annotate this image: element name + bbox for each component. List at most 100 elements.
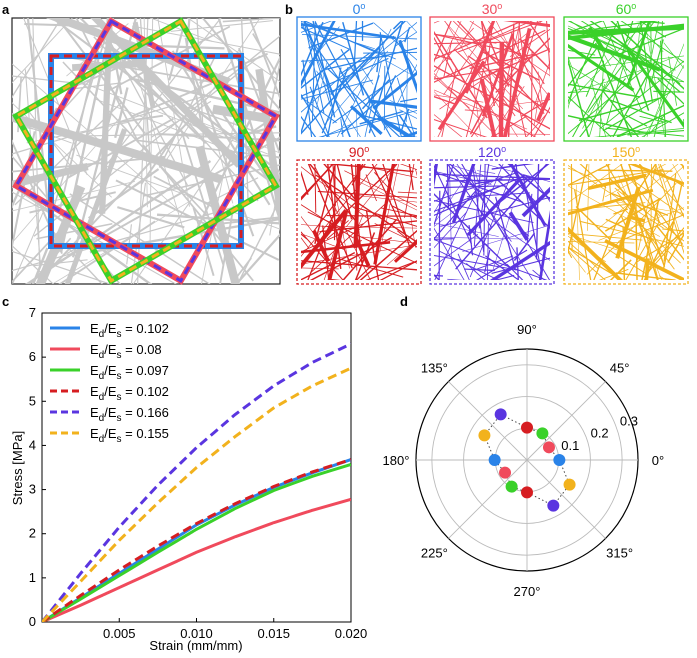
fiber-line: [12, 250, 112, 284]
angle-label: 315°: [606, 546, 633, 561]
legend-label: Ed/Es = 0.102: [90, 384, 169, 403]
fiber-line: [359, 229, 417, 280]
fiber-line: [434, 21, 452, 63]
fiber-line: [396, 63, 417, 105]
series-line: [42, 458, 351, 622]
fiber-line: [578, 97, 661, 122]
fiber-line: [301, 237, 310, 249]
fiber-line: [469, 164, 516, 278]
fiber-line: [456, 164, 512, 242]
angle-label: 180°: [383, 453, 410, 468]
legend-text-part: E: [90, 363, 99, 378]
square-frame: [296, 159, 422, 285]
fiber-line: [255, 68, 280, 232]
fiber-line: [605, 164, 662, 258]
fiber-line: [615, 201, 684, 214]
fiber-line: [96, 18, 188, 186]
fiber-line: [469, 100, 489, 135]
fiber-line: [585, 23, 618, 97]
fiber-line: [269, 171, 280, 236]
fiber-line: [301, 164, 334, 201]
legend-text-part: s: [117, 392, 122, 403]
legend-text-part: d: [99, 434, 105, 445]
fiber-line: [568, 164, 623, 204]
fiber-line: [317, 190, 417, 199]
fiber-line: [568, 83, 641, 98]
fiber-line: [525, 114, 546, 137]
fiber-line: [570, 164, 573, 250]
fiber-line: [301, 96, 337, 124]
fiber-line: [399, 109, 417, 119]
orientation-square: 30o: [429, 1, 555, 142]
orientation-square: 90o: [296, 144, 422, 285]
fiber-line: [568, 90, 589, 94]
fiber-line: [596, 55, 684, 67]
fiber-line: [434, 191, 447, 214]
fiber-line: [355, 265, 372, 280]
angle-value: 30: [482, 1, 498, 17]
legend-text-part: d: [99, 350, 105, 361]
fiber-line: [217, 18, 280, 216]
fiber-line: [66, 117, 174, 179]
fiber-line: [361, 236, 417, 244]
fiber-line: [607, 164, 612, 203]
fiber-line: [582, 21, 642, 129]
fiber-line: [322, 225, 330, 280]
fiber-line: [326, 214, 417, 217]
fiber-line: [374, 172, 390, 189]
fiber-line: [340, 118, 344, 137]
fiber-line: [316, 62, 327, 109]
fiber-line: [663, 173, 677, 262]
fiber-line: [325, 47, 417, 71]
fiber-line: [449, 164, 452, 262]
fiber-line: [522, 175, 543, 276]
fiber-line: [568, 235, 606, 263]
fiber-line: [408, 164, 414, 191]
square-frame: [429, 16, 555, 142]
fiber-line: [318, 109, 417, 137]
data-point: [494, 408, 507, 421]
fiber-line: [301, 252, 356, 280]
legend-text-part: d: [99, 371, 105, 382]
fiber-line: [447, 86, 537, 137]
fiber-line: [332, 66, 411, 124]
fiber-line: [635, 205, 638, 280]
fiber-line: [446, 164, 492, 228]
angle-value: 0: [353, 1, 361, 17]
fiber-line: [527, 21, 550, 54]
fiber-line: [587, 21, 656, 114]
fiber-line: [353, 215, 364, 238]
fiber-line: [434, 193, 510, 269]
fiber-line: [392, 35, 417, 73]
legend-label: Ed/Es = 0.155: [90, 426, 169, 445]
fiber-line: [625, 221, 660, 280]
fiber-line: [358, 105, 367, 124]
fiber-line: [471, 73, 516, 137]
fiber-line: [319, 225, 417, 229]
degree-mark: o: [360, 1, 365, 11]
data-point: [499, 466, 512, 479]
fiber-line: [374, 223, 411, 241]
fiber-line: [438, 190, 441, 280]
fiber-line: [312, 21, 336, 118]
angle-label: 270°: [514, 584, 541, 599]
fiber-line: [494, 274, 515, 280]
fiber-line: [332, 19, 365, 20]
angle-value: 90: [349, 144, 365, 160]
fiber-line: [444, 21, 524, 110]
fiber-line: [357, 164, 417, 178]
fiber-line: [301, 33, 417, 40]
fiber-line: [662, 228, 684, 232]
fiber-line: [616, 104, 684, 137]
fiber-line: [342, 218, 398, 280]
fiber-line: [132, 138, 234, 284]
fiber-line: [658, 164, 681, 236]
fiber-line: [644, 258, 650, 280]
fiber-line: [75, 18, 140, 144]
fiber-line: [527, 243, 550, 280]
fiber-line: [590, 80, 607, 137]
fiber-line: [337, 21, 417, 89]
data-point: [536, 427, 549, 440]
fiber-line: [464, 268, 495, 272]
